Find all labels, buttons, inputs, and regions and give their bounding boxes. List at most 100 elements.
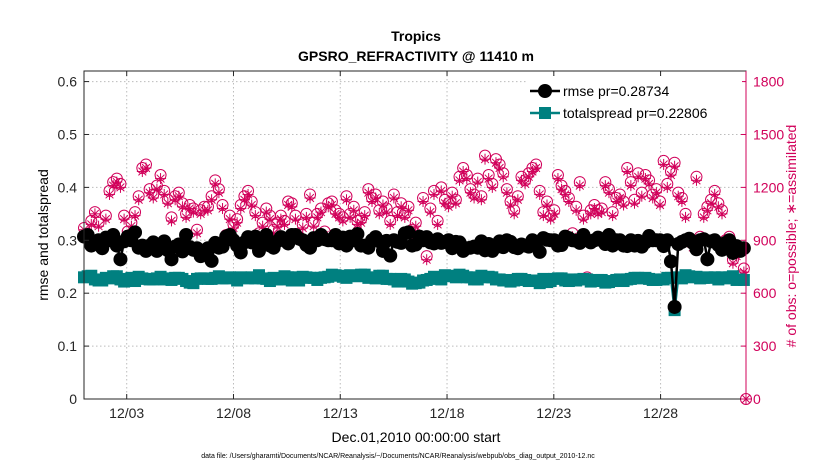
obs-assimilated-stroke bbox=[513, 195, 523, 204]
obs-assimilated-marker bbox=[628, 197, 640, 209]
obs-assimilated-marker bbox=[235, 203, 247, 215]
obs-assimilated-marker bbox=[658, 158, 670, 170]
obs-assimilated-marker bbox=[147, 192, 159, 204]
obs-assimilated-stroke bbox=[641, 174, 650, 183]
legend: rmse pr=0.28734 totalspread pr=0.22806 bbox=[528, 76, 742, 124]
left-tick-label: 0.1 bbox=[58, 338, 78, 354]
obs-assimilated-marker bbox=[180, 211, 192, 223]
right-tick-label: 300 bbox=[753, 338, 777, 354]
rmse-point bbox=[660, 233, 675, 248]
obs-assimilated-stroke bbox=[305, 193, 315, 203]
rmse-series-layer bbox=[77, 225, 751, 314]
obs-assimilated-stroke bbox=[134, 195, 143, 204]
obs-assimilated-stroke bbox=[287, 202, 297, 212]
rmse-point bbox=[106, 228, 121, 242]
obs-assimilated-stroke bbox=[491, 158, 501, 167]
obs-assimilated-marker bbox=[279, 218, 291, 230]
obs-assimilated-stroke bbox=[251, 211, 260, 220]
obs-assimilated-stroke bbox=[265, 214, 275, 224]
obs-assimilated-stroke bbox=[382, 207, 391, 217]
right-tick-label: 1500 bbox=[753, 126, 784, 142]
obs-assimilated-marker bbox=[483, 173, 495, 185]
obs-assimilated-stroke bbox=[116, 183, 125, 192]
obs-assimilated-stroke bbox=[178, 202, 187, 212]
obs-assimilated-stroke bbox=[728, 258, 738, 268]
obs-assimilated-marker bbox=[475, 194, 487, 206]
obs-assimilated-stroke bbox=[309, 221, 318, 231]
legend-box bbox=[528, 76, 742, 124]
obs-assimilated-marker bbox=[264, 213, 276, 225]
rmse-point bbox=[113, 252, 128, 267]
obs-assimilated-stroke bbox=[699, 213, 709, 222]
obs-assimilated-marker bbox=[187, 206, 199, 218]
obs-assimilated-stroke bbox=[243, 190, 253, 199]
obs-assimilated-marker bbox=[231, 217, 243, 229]
left-axis-label: rmse and totalspread bbox=[35, 169, 51, 301]
rmse-point bbox=[251, 243, 266, 258]
rmse-point bbox=[179, 228, 194, 242]
obs-assimilated-stroke bbox=[717, 209, 727, 219]
obs-assimilated-stroke bbox=[553, 174, 563, 183]
obs-assimilated-marker bbox=[625, 180, 637, 192]
rmse-point bbox=[700, 252, 715, 267]
obs-assimilated-stroke bbox=[681, 213, 690, 222]
obs-assimilated-stroke bbox=[597, 207, 606, 217]
rmse-point bbox=[401, 225, 416, 240]
rmse-point bbox=[663, 254, 678, 269]
obs-assimilated-marker bbox=[410, 220, 422, 232]
right-tick-label: 1800 bbox=[753, 74, 784, 90]
right-tick-label: 600 bbox=[753, 285, 777, 301]
obs-assimilated-marker bbox=[497, 171, 509, 183]
obs-assimilated-marker bbox=[133, 194, 145, 206]
obs-assimilated-marker bbox=[89, 208, 101, 220]
obs-assimilated-stroke bbox=[174, 191, 184, 201]
obs-assimilated-stroke bbox=[586, 209, 595, 219]
spread-point bbox=[737, 273, 750, 286]
obs-assimilated-stroke bbox=[152, 184, 162, 194]
obs-assimilated-marker bbox=[173, 190, 185, 202]
obs-assimilated-stroke bbox=[542, 200, 552, 210]
obs-assimilated-marker bbox=[552, 173, 564, 185]
left-tick-label: 0 bbox=[69, 391, 77, 407]
obs-assimilated-stroke bbox=[575, 181, 585, 190]
obs-assimilated-marker bbox=[621, 166, 633, 178]
spread-series-layer bbox=[78, 268, 750, 317]
obs-assimilated-stroke bbox=[349, 206, 359, 215]
obs-assimilated-stroke bbox=[404, 206, 413, 215]
obs-assimilated-marker bbox=[435, 185, 447, 197]
obs-assimilated-stroke bbox=[506, 200, 515, 210]
obs-assimilated-stroke bbox=[276, 214, 286, 224]
right-tick-label: 0 bbox=[753, 391, 761, 407]
legend-rmse-label: rmse pr=0.28734 bbox=[563, 83, 669, 99]
obs-assimilated-marker bbox=[304, 192, 316, 204]
obs-assimilated-marker bbox=[417, 195, 429, 207]
obs-assimilated-marker bbox=[206, 194, 218, 206]
obs-assimilated-marker bbox=[402, 204, 414, 216]
obs-assimilated-stroke bbox=[393, 211, 402, 220]
obs-assimilated-stroke bbox=[433, 220, 442, 229]
obs-assimilated-marker bbox=[286, 201, 298, 213]
x-tick-label: 12/18 bbox=[430, 405, 465, 421]
obs-assimilated-stroke bbox=[637, 191, 647, 201]
left-tick-label: 0.6 bbox=[58, 74, 78, 90]
obs-assimilated-marker bbox=[176, 201, 188, 213]
obs-assimilated-stroke bbox=[630, 199, 639, 208]
left-tick-label: 0.2 bbox=[58, 285, 78, 301]
obs-assimilated-marker bbox=[486, 181, 498, 193]
obs-assimilated-stroke bbox=[338, 216, 348, 226]
obs-assimilated-marker bbox=[202, 204, 214, 216]
obs-assimilated-stroke bbox=[469, 193, 479, 203]
obs-assimilated-stroke bbox=[426, 207, 435, 217]
obs-assimilated-stroke bbox=[670, 161, 679, 171]
obs-assimilated-marker bbox=[596, 206, 608, 218]
obs-assimilated-stroke bbox=[652, 188, 661, 197]
obs-assimilated-stroke bbox=[462, 174, 472, 183]
obs-assimilated-marker bbox=[661, 181, 673, 193]
obs-assimilated-marker bbox=[246, 199, 258, 211]
rmse-point bbox=[667, 299, 682, 314]
obs-assimilated-stroke bbox=[149, 193, 158, 203]
obs-assimilated-stroke bbox=[101, 214, 111, 224]
obs-assimilated-stroke bbox=[692, 176, 701, 185]
obs-assimilated-marker bbox=[501, 187, 513, 199]
obs-assimilated-marker bbox=[249, 210, 261, 222]
